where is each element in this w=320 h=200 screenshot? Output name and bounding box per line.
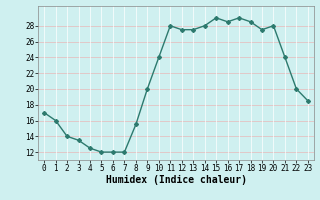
X-axis label: Humidex (Indice chaleur): Humidex (Indice chaleur): [106, 175, 246, 185]
